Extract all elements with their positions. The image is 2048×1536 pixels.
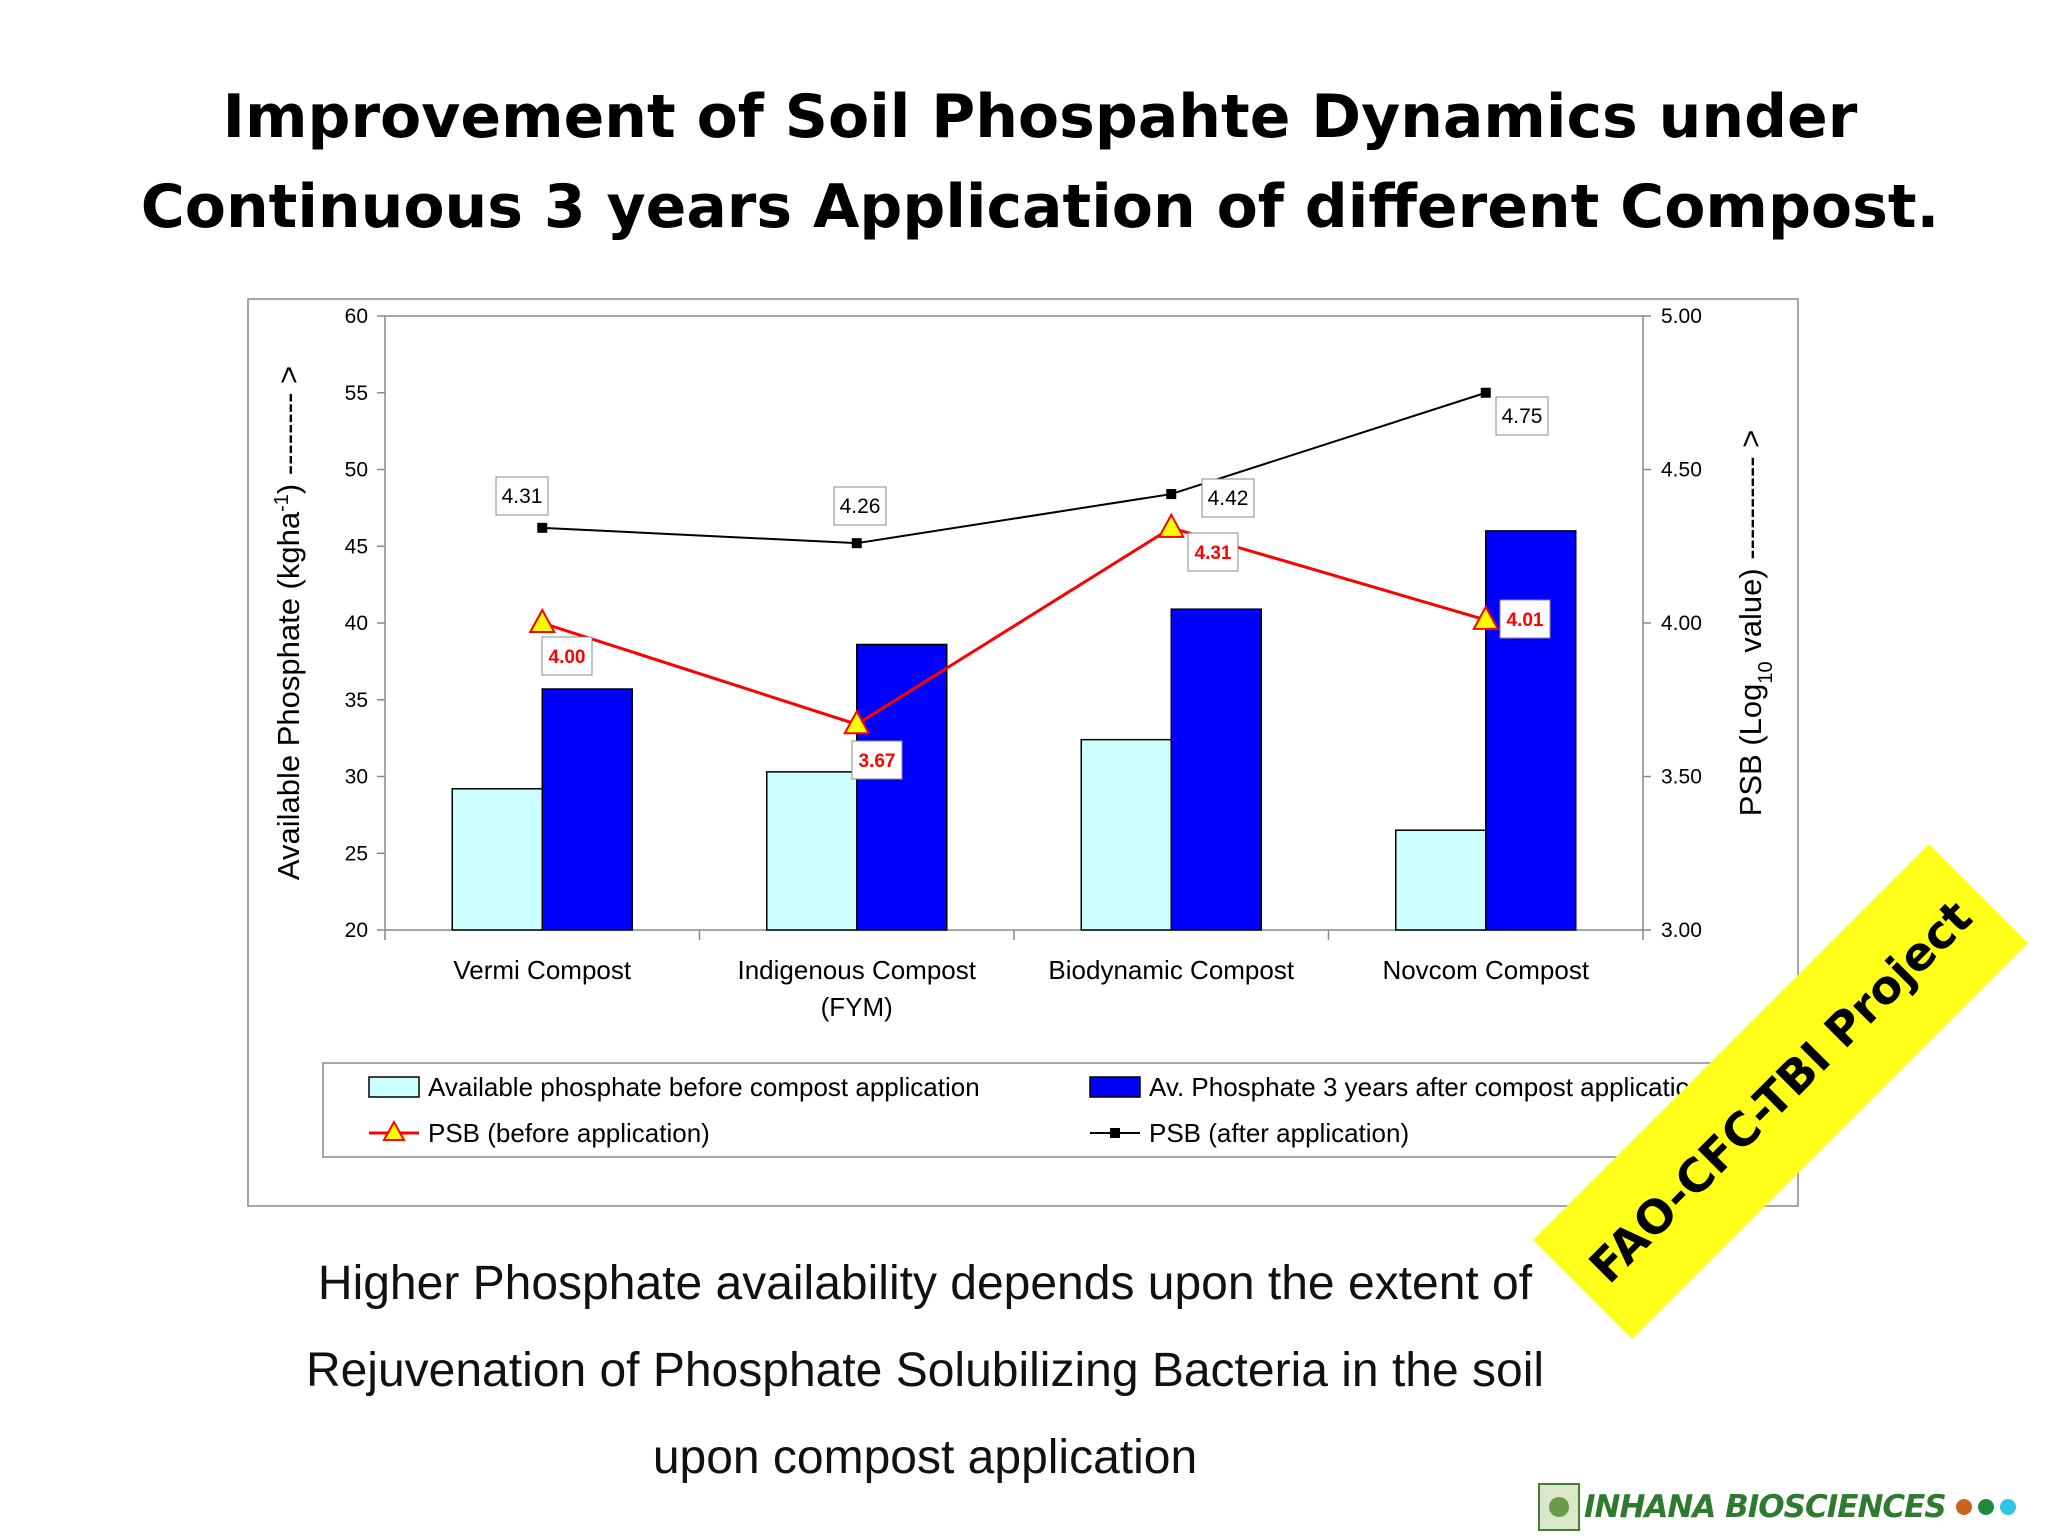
logo-dot (1955, 1499, 1972, 1515)
psb-before-data-label: 4.31 (1195, 543, 1232, 564)
x-tick-label: Biodynamic Compost (1048, 955, 1294, 985)
slide-title: Improvement of Soil Phospahte Dynamics u… (0, 72, 2048, 252)
logo-dots (1955, 1499, 2022, 1515)
legend-marker (382, 1119, 406, 1141)
psb-after-data-label-box (1201, 478, 1255, 518)
psb-after-data-label-box (833, 486, 887, 526)
y-right-tick-label: 4.00 (1661, 612, 1702, 635)
x-tick-label: Indigenous Compost (738, 955, 977, 985)
y-left-tick-label: 20 (345, 919, 368, 942)
bar-before (1395, 829, 1487, 931)
y-right-tick-label: 4.50 (1661, 459, 1702, 482)
y-left-tick-label: 25 (345, 842, 368, 865)
psb-after-marker (537, 522, 548, 533)
y-left-tick-label: 40 (345, 612, 368, 635)
bar-before (1080, 738, 1172, 931)
caption-line-1: Higher Phosphate availability depends up… (317, 1257, 1533, 1310)
y-left-tick-label: 55 (345, 382, 368, 405)
logo-dot (1999, 1499, 2016, 1515)
psb-after-line (542, 391, 1487, 545)
y-left-tick-label: 30 (345, 766, 368, 789)
y-left-tick-label: 35 (345, 689, 368, 712)
legend-swatch (1089, 1076, 1141, 1098)
x-tick-label: (FYM) (821, 992, 893, 1022)
x-tick-label: Novcom Compost (1382, 955, 1589, 985)
psb-before-marker (1472, 604, 1500, 630)
bar-after (1485, 530, 1577, 931)
y-left-tick-label: 45 (345, 535, 368, 558)
y-left-tick-label: 50 (345, 459, 368, 482)
psb-after-data-label-box (495, 476, 549, 516)
psb-before-marker (843, 709, 871, 735)
legend-label: Av. Phosphate 3 years after compost appl… (1149, 1072, 1704, 1102)
slide-title-line-1: Improvement of Soil Phospahte Dynamics u… (222, 82, 1858, 152)
psb-before-marker (1157, 512, 1185, 538)
company-logo-text: INHANA BIOSCIENCES (1584, 1489, 1947, 1525)
bar-after (856, 643, 948, 931)
psb-before-marker (528, 607, 556, 633)
psb-after-data-label: 4.26 (840, 495, 881, 518)
legend-label: PSB (after application) (1149, 1118, 1409, 1148)
psb-before-data-label-box (851, 740, 903, 780)
caption-line-2: Rejuvenation of Phosphate Solubilizing B… (305, 1344, 1545, 1397)
psb-after-data-label-box (1495, 396, 1549, 436)
company-logo: INHANA BIOSCIENCES (1538, 1482, 2022, 1532)
psb-before-data-label-box (1187, 532, 1239, 572)
y-right-axis-label: PSB (Log10 value) ---------- > (1733, 430, 1777, 817)
legend-swatch (368, 1076, 420, 1098)
psb-before-data-label-box (541, 636, 593, 676)
psb-after-marker (1166, 489, 1177, 500)
psb-before-data-label: 4.01 (1507, 610, 1544, 631)
legend-box (322, 1062, 1764, 1158)
psb-after-data-label: 4.75 (1502, 405, 1543, 428)
psb-after-marker (851, 538, 862, 549)
bar-after (1170, 608, 1262, 931)
legend-label: PSB (before application) (428, 1118, 710, 1148)
psb-before-line (541, 526, 1487, 726)
slide-caption: Higher Phosphate availability depends up… (230, 1240, 1620, 1501)
bar-after (541, 688, 633, 931)
legend-label: Available phosphate before compost appli… (428, 1072, 980, 1102)
logo-dot (1977, 1499, 1994, 1515)
caption-line-3: upon compost application (652, 1431, 1198, 1484)
y-right-tick-label: 3.00 (1661, 919, 1702, 942)
y-right-tick-label: 5.00 (1661, 305, 1702, 328)
psb-before-data-label: 4.00 (549, 647, 586, 668)
psb-after-data-label: 4.31 (502, 485, 543, 508)
x-tick-label: Vermi Compost (453, 955, 631, 985)
psb-before-data-label-box (1499, 599, 1551, 639)
bar-before (451, 788, 543, 931)
bar-before (766, 771, 858, 931)
y-left-tick-label: 60 (345, 305, 368, 328)
inhana-logo-icon (1538, 1483, 1580, 1531)
psb-after-data-label: 4.42 (1208, 487, 1249, 510)
y-left-axis-label: Available Phosphate (kgha-1) -------- > (271, 366, 306, 880)
legend-marker (1110, 1128, 1120, 1138)
slide-title-line-2: Continuous 3 years Application of differ… (140, 172, 1940, 242)
psb-after-marker (1480, 387, 1491, 398)
y-right-tick-label: 3.50 (1661, 766, 1702, 789)
psb-before-data-label: 3.67 (859, 751, 896, 772)
